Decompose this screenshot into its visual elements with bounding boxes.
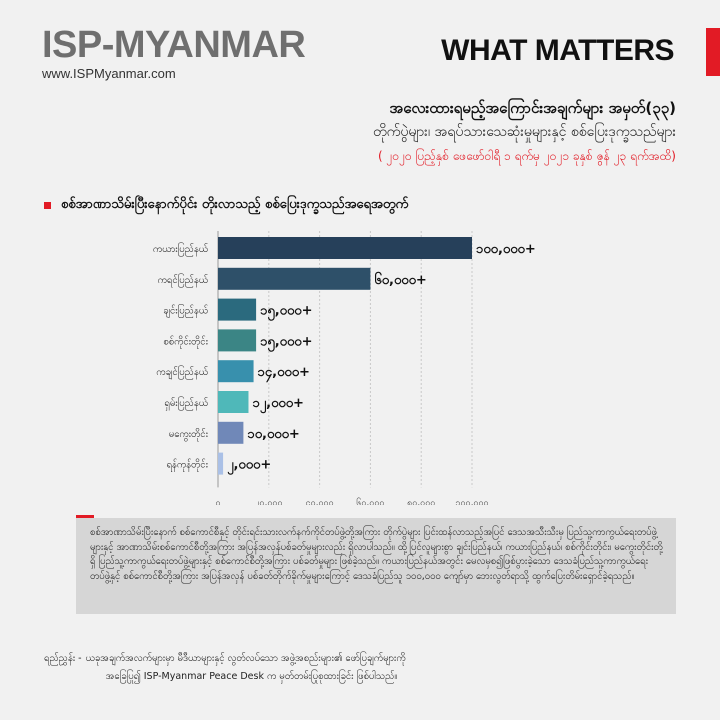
source-label: ရည်ညွှန်း - <box>44 653 82 664</box>
bar <box>218 391 249 413</box>
x-tick-label: ၈၀,၀၀၀ <box>407 498 435 505</box>
source-line-1: ယခုအချက်အလက်များမှာ မီဒီယာများနှင့် လွတ်… <box>85 653 406 664</box>
source-note: ရည်ညွှန်း - ယခုအချက်အလက်များမှာ မီဒီယာမျ… <box>44 650 406 686</box>
brand-block: ISP-MYANMAR www.ISPMyanmar.com <box>42 24 306 81</box>
category-label: စစ်ကိုင်းတိုင်း <box>163 336 208 348</box>
category-label: ရန်ကုန်တိုင်း <box>166 460 208 472</box>
data-label: ၆၀,၀၀၀+ <box>374 271 426 288</box>
page-title: အလေးထားရမည့်အကြောင်းအချက်များ အမှတ်(၃၃) <box>389 99 676 117</box>
brand-url[interactable]: www.ISPMyanmar.com <box>42 66 176 81</box>
category-label: ရှမ်းပြည်နယ် <box>164 397 208 410</box>
bar <box>218 452 224 475</box>
category-label: ကချင်ပြည်နယ် <box>156 366 208 379</box>
section-title: စစ်အာဏာသိမ်းပြီးနောက်ပိုင်း တိုးလာသည့် စ… <box>44 196 408 215</box>
data-label: ၁၂,၀၀၀+ <box>252 396 303 414</box>
category-label: မကွေးတိုင်း <box>169 429 209 441</box>
date-range: ( ၂၀၂၀ ပြည့်နှစ် ဖေဖော်ဝါရီ ၁ ရက်မှ ၂၀၂၁… <box>377 149 676 163</box>
bar-chart: ၀ ၂၀,၀၀၀ ၄၀,၀၀၀ ၆၀,၀၀၀ ၈၀,၀၀၀ ၁၀၀,၀၀၀ ကယားပြည်… <box>153 231 536 505</box>
x-tick-label: ၀ <box>215 498 220 505</box>
note-box: စစ်အာဏာသိမ်းပြီးနောက် စစ်ကောင်စီနှင့် တိ… <box>76 515 676 614</box>
x-tick-label: ၂၀,၀၀၀ <box>255 498 283 505</box>
bar <box>218 267 371 290</box>
series-tag: WHAT MATTERS <box>441 34 674 67</box>
bar <box>218 298 257 321</box>
bar <box>218 237 472 259</box>
bar <box>218 421 244 444</box>
data-label: ၁၀,၀၀၀+ <box>247 427 299 442</box>
data-label: ၁၅,၀၀၀+ <box>260 334 312 352</box>
x-tick-label: ၁၀၀,၀၀၀ <box>455 498 488 505</box>
data-label: ၂,၀၀၀+ <box>227 458 271 476</box>
data-label: ၁၀၀,၀၀၀+ <box>476 242 536 257</box>
data-label: ၁၄,၀၀၀+ <box>258 365 310 383</box>
x-tick-label: ၆၀,၀၀၀ <box>356 497 384 505</box>
bar <box>218 329 257 352</box>
source-line-2: အခြေပြု၍ ISP-Myanmar Peace Desk က မှတ်တမ… <box>105 671 398 682</box>
brand-title: ISP-MYANMAR <box>42 24 306 66</box>
page-subtitle: တိုက်ပွဲများ၊ အရပ်သားသေဆုံးမှုများနှင့် … <box>373 124 676 140</box>
x-tick-label: ၄၀,၀၀၀ <box>306 498 334 505</box>
accent-bar <box>706 28 720 76</box>
bullet-square <box>44 202 51 209</box>
data-label: ၁၅,၀၀၀+ <box>260 304 312 322</box>
page-heading: အလေးထားရမည့်အကြောင်းအချက်များ အမှတ်(၃၃) … <box>373 96 676 168</box>
section-title-text: စစ်အာဏာသိမ်းပြီးနောက်ပိုင်း တိုးလာသည့် စ… <box>61 197 409 212</box>
category-label: ချင်းပြည်နယ် <box>163 305 208 318</box>
note-text: စစ်အာဏာသိမ်းပြီးနောက် စစ်ကောင်စီနှင့် တိ… <box>90 527 663 582</box>
bar <box>218 360 254 383</box>
note-accent <box>76 515 94 518</box>
category-label: ကရင်ပြည်နယ် <box>158 274 209 287</box>
category-label: ကယားပြည်နယ် <box>153 243 209 256</box>
